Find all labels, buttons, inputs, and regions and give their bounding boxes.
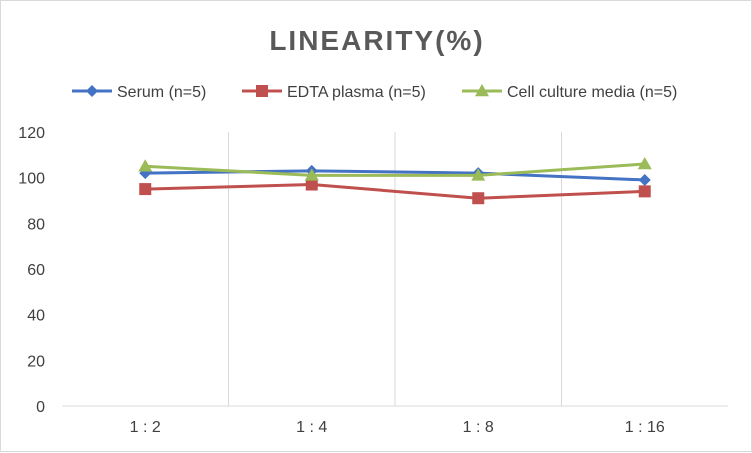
data-point: [139, 183, 152, 196]
data-point: [305, 178, 318, 191]
legend-label: Serum (n=5): [117, 84, 206, 101]
data-point: [138, 159, 153, 172]
data-point: [637, 156, 652, 170]
y-tick-label: 40: [27, 308, 45, 325]
series-line: [145, 162, 645, 177]
series-group: [138, 156, 652, 205]
data-point: [638, 173, 651, 186]
y-tick-label: 120: [18, 125, 45, 142]
series-3: [138, 156, 652, 181]
legend-item: Cell culture media (n=5): [462, 84, 677, 101]
y-tick-label: 20: [27, 353, 45, 370]
y-tick-label: 80: [27, 216, 45, 233]
x-tick-label: 1 : 8: [463, 419, 494, 436]
axes: 0 20 40 60 80 100 120 1 : 2 1 : 4 1 : 8 1 : 16: [18, 125, 728, 436]
y-tick-label: 100: [18, 171, 45, 188]
data-point: [472, 192, 485, 205]
legend-label: Cell culture media (n=5): [507, 84, 677, 101]
legend-marker: [475, 84, 489, 97]
legend-item: EDTA plasma (n=5): [242, 84, 426, 101]
x-tick-label: 1 : 2: [130, 419, 161, 436]
y-tick-label: 0: [36, 399, 45, 416]
x-tick-label: 1 : 4: [296, 419, 327, 436]
legend: Serum (n=5) EDTA plasma (n=5) Cell culture…: [72, 84, 677, 101]
legend-label: EDTA plasma (n=5): [287, 84, 426, 101]
legend-marker: [256, 85, 268, 97]
x-tick-label: 1 : 16: [625, 419, 665, 436]
series-2: [139, 178, 651, 205]
series-line: [145, 183, 645, 200]
legend-marker: [86, 85, 98, 97]
y-tick-label: 60: [27, 262, 45, 279]
data-point: [638, 185, 651, 198]
data-point: [471, 168, 486, 181]
data-point: [304, 168, 319, 181]
chart-title: LINEARITY(%): [269, 25, 484, 56]
legend-item: Serum (n=5): [72, 84, 206, 101]
